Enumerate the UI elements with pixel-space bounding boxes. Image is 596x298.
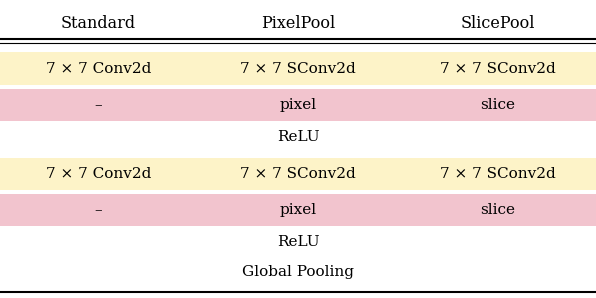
Text: Global Pooling: Global Pooling — [242, 265, 354, 279]
Bar — [0, 194, 596, 226]
Bar — [0, 89, 596, 121]
Text: pixel: pixel — [280, 98, 316, 112]
Text: 7 × 7 SConv2d: 7 × 7 SConv2d — [240, 62, 356, 75]
Text: slice: slice — [480, 203, 515, 217]
Text: ReLU: ReLU — [277, 235, 319, 249]
Text: slice: slice — [480, 98, 515, 112]
Text: –: – — [95, 203, 102, 217]
Bar — [0, 158, 596, 190]
Text: PixelPool: PixelPool — [261, 15, 335, 32]
Bar — [0, 52, 596, 85]
Text: 7 × 7 Conv2d: 7 × 7 Conv2d — [46, 62, 151, 75]
Text: SlicePool: SlicePool — [460, 15, 535, 32]
Text: 7 × 7 Conv2d: 7 × 7 Conv2d — [46, 167, 151, 181]
Text: Standard: Standard — [61, 15, 136, 32]
Text: pixel: pixel — [280, 203, 316, 217]
Text: ReLU: ReLU — [277, 130, 319, 144]
Text: 7 × 7 SConv2d: 7 × 7 SConv2d — [440, 167, 555, 181]
Text: –: – — [95, 98, 102, 112]
Text: 7 × 7 SConv2d: 7 × 7 SConv2d — [440, 62, 555, 75]
Text: 7 × 7 SConv2d: 7 × 7 SConv2d — [240, 167, 356, 181]
